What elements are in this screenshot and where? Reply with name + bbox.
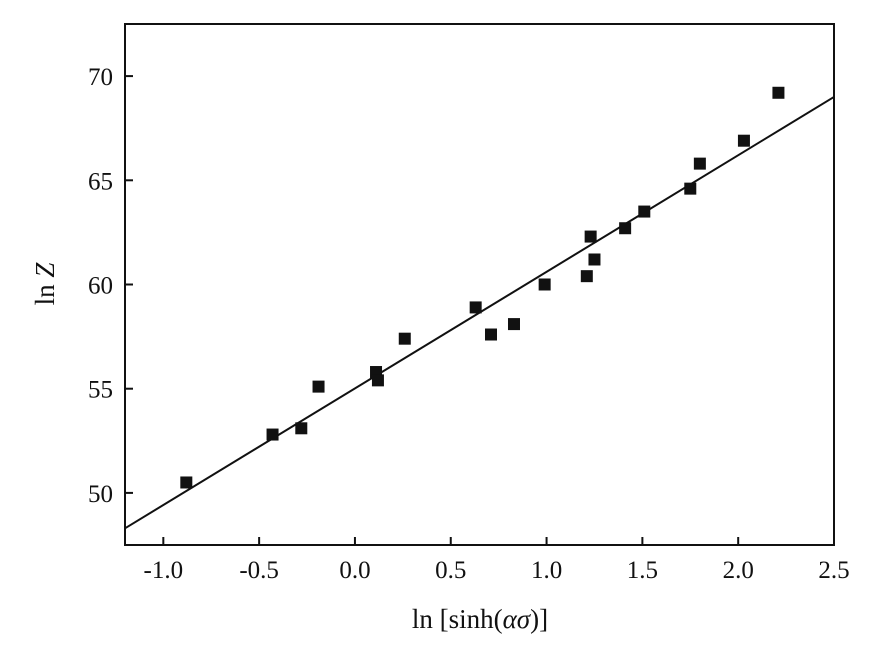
data-point [538,278,551,291]
data-point [584,230,597,243]
data-point [295,422,308,435]
data-point [507,318,520,331]
y-tick-label: 55 [88,377,113,404]
x-tick-label: -0.5 [239,557,279,584]
data-points [180,86,785,489]
data-point [619,222,632,235]
data-point [684,182,697,195]
data-point [588,253,601,266]
data-point [469,301,482,314]
y-axis: 50 55 60 65 70 [88,64,133,508]
data-point [484,328,497,341]
y-axis-title: ln Z [30,262,60,306]
x-tick-label: 1.5 [627,557,658,584]
y-tick-label: 50 [88,481,113,508]
data-point [398,332,411,345]
data-point [580,270,593,283]
x-tick-label: 0.5 [435,557,466,584]
x-tick-label: -1.0 [144,557,184,584]
data-point [266,428,279,441]
y-tick-label: 65 [88,168,113,195]
x-tick-label: 2.5 [818,557,849,584]
data-point [312,380,325,393]
x-axis-title: ln [sinh(ασ)] [412,604,548,634]
y-tick-label: 60 [88,273,113,300]
data-point [772,86,785,99]
x-tick-label: 2.0 [723,557,754,584]
data-point [371,374,384,387]
plot-frame [124,23,835,546]
data-point [737,134,750,147]
x-axis: -1.0 -0.5 0.0 0.5 1.0 1.5 2.0 2.5 [144,537,850,584]
data-point [180,476,193,489]
data-point [693,157,706,170]
x-tick-label: 0.0 [339,557,370,584]
data-point [638,205,651,218]
y-tick-label: 70 [88,64,113,91]
x-tick-label: 1.0 [531,557,562,584]
